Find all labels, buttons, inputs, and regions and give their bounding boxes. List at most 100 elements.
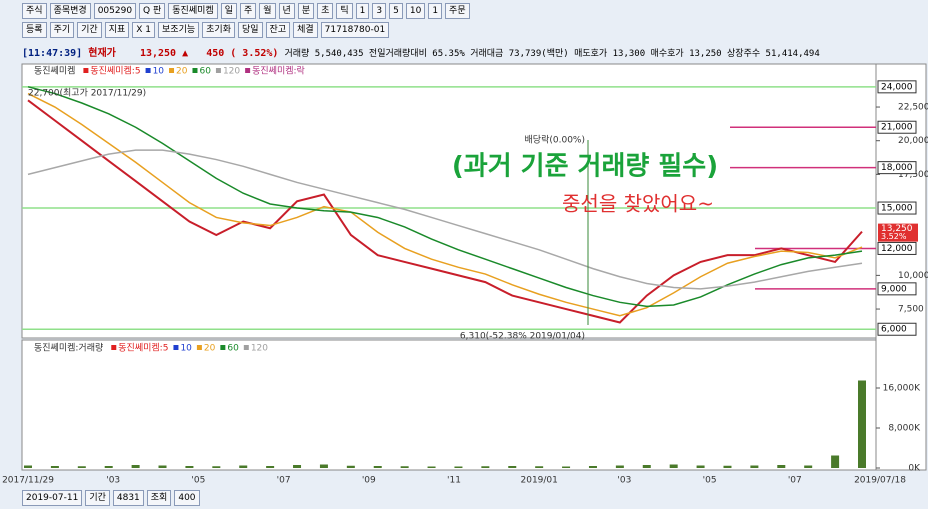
button[interactable]: 기간 [77, 22, 102, 38]
button[interactable]: 틱 [336, 3, 353, 19]
button[interactable]: 체결 [293, 22, 318, 38]
y-tick-label: 7,500 [898, 305, 924, 315]
legend-swatch [245, 68, 251, 73]
label: 현재가 [88, 48, 116, 59]
button[interactable]: 종목변경 [49, 3, 91, 19]
button[interactable]: 기간 [85, 490, 110, 506]
button[interactable]: 주문 [445, 3, 470, 19]
volume-bar [615, 465, 624, 468]
volume-bar [50, 466, 59, 468]
button[interactable]: 주식 [22, 3, 47, 19]
legend-item: 동진쎄미켐:5 [118, 342, 168, 354]
volume-bar [104, 466, 113, 468]
x-tick-label: '07 [788, 476, 802, 486]
button[interactable]: 보조기능 [158, 22, 200, 38]
volume-bar [427, 466, 436, 468]
note2: 중선을 찾았어요~ [562, 192, 714, 216]
h-line-box [877, 120, 917, 134]
price-line [27, 86, 863, 308]
toolbar-row2: 등록 주기 기간 지표 X 1 보조기능 초기화 당일 잔고 체결 71718780-01 [0, 21, 390, 39]
button[interactable]: 005290 [93, 3, 137, 19]
h-line-box [877, 322, 917, 336]
y-tick-label: 17,500 [898, 170, 928, 180]
legend-item: 20 [176, 67, 188, 77]
volume-panel [21, 339, 877, 471]
button[interactable]: 동진쎄미켐 [168, 3, 218, 19]
button[interactable]: 분 [297, 3, 315, 19]
button[interactable]: X 1 [132, 22, 156, 38]
legend-item: 120 [251, 344, 268, 354]
low-label: 6,310(-52.38% 2019/01/04) [460, 332, 585, 342]
h-line-label: 21,000 [881, 123, 913, 133]
button[interactable]: 400 [174, 490, 200, 506]
button[interactable]: 년 [278, 3, 295, 19]
h-line-label: 9,000 [881, 284, 907, 294]
button[interactable]: 일 [220, 3, 237, 19]
volume-bar [158, 465, 167, 468]
button[interactable]: 초기화 [202, 22, 235, 38]
button[interactable]: 5 [389, 3, 403, 19]
price-panel [21, 63, 877, 339]
legend-swatch [192, 68, 198, 73]
button[interactable]: 주 [239, 3, 257, 19]
button[interactable]: 월 [259, 3, 276, 19]
button[interactable]: 등록 [22, 22, 47, 38]
volume-bar [777, 465, 786, 468]
h-line-label: 6,000 [881, 325, 907, 335]
last-price: 13,250 [881, 224, 913, 234]
button[interactable]: 당일 [237, 22, 263, 38]
price-line [27, 92, 863, 317]
button[interactable]: 71718780-01 [320, 22, 390, 38]
volume-bar [858, 380, 866, 468]
button[interactable]: 1 [355, 3, 370, 19]
button[interactable]: 4831 [112, 490, 144, 506]
volume-bar [239, 465, 248, 468]
button[interactable]: 주기 [49, 22, 75, 38]
volume-bar [723, 465, 732, 468]
volume-bar [831, 455, 840, 468]
y-tick-label: 16,000K [883, 384, 921, 394]
y-tick-label: 0K [908, 464, 921, 474]
legend-swatch [243, 345, 249, 350]
time: [11:47:39] [22, 48, 83, 59]
volume-bar [508, 466, 517, 468]
legend-title: 동진쎄미켐 [34, 65, 75, 77]
button[interactable]: 초 [317, 3, 334, 19]
button[interactable]: 지표 [104, 22, 130, 38]
price-line [27, 149, 863, 290]
volume-bar [642, 465, 651, 468]
legend-swatch [215, 68, 221, 73]
legend-item: 20 [204, 344, 216, 354]
dividend-label: 배당락(0.00%) [525, 134, 585, 146]
x-tick-label: 2019/07/18 [854, 476, 906, 486]
legend-title: 동진쎄미켐:거래량 [34, 342, 103, 354]
last-price-box [878, 223, 918, 242]
volume-bar [131, 465, 140, 468]
button[interactable]: 잔고 [265, 22, 291, 38]
x-tick-label: '05 [703, 476, 717, 486]
legend-swatch [145, 68, 151, 73]
legend-swatch [83, 68, 89, 73]
button[interactable]: 3 [372, 3, 387, 19]
legend-item: 동진쎄미켐:락 [252, 65, 305, 77]
h-line-box [877, 161, 917, 175]
legend-item: 10 [153, 67, 165, 77]
y-tick-label: 10,000 [898, 271, 928, 281]
volume-bar [373, 466, 382, 468]
volume-bar [346, 465, 355, 468]
volume-bar [319, 464, 328, 468]
button[interactable]: 2019-07-11 [22, 490, 83, 506]
legend-item: 10 [180, 344, 192, 354]
button[interactable]: 10 [405, 3, 426, 19]
note1: (과거 기준 거래량 필수) [452, 152, 718, 182]
y-tick-label: 8,000K [888, 424, 921, 434]
button[interactable]: 조회 [146, 490, 172, 506]
button[interactable]: 1 [428, 3, 443, 19]
volume-bar [669, 464, 678, 468]
change: 450 ( 3.52%) [206, 48, 279, 59]
x-tick-label: 2019/01 [521, 476, 558, 486]
button[interactable]: Q 판 [139, 3, 166, 19]
x-tick-label: 2017/11/29 [2, 476, 54, 486]
volume-bar [212, 466, 221, 468]
